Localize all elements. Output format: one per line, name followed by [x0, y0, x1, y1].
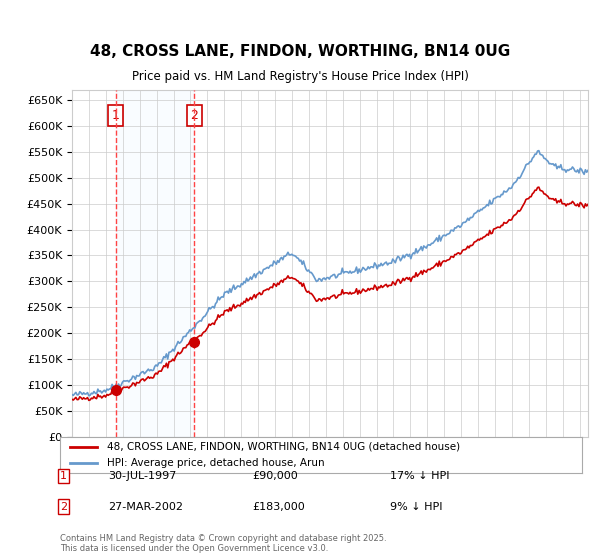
Text: HPI: Average price, detached house, Arun: HPI: Average price, detached house, Arun	[107, 458, 325, 468]
Text: Contains HM Land Registry data © Crown copyright and database right 2025.
This d: Contains HM Land Registry data © Crown c…	[60, 534, 386, 553]
Text: Price paid vs. HM Land Registry's House Price Index (HPI): Price paid vs. HM Land Registry's House …	[131, 70, 469, 83]
Text: 2: 2	[60, 502, 67, 512]
Text: 1: 1	[112, 109, 119, 122]
Text: £90,000: £90,000	[252, 471, 298, 481]
Text: 2: 2	[191, 109, 199, 122]
Text: 30-JUL-1997: 30-JUL-1997	[108, 471, 176, 481]
Text: 17% ↓ HPI: 17% ↓ HPI	[390, 471, 449, 481]
Text: 27-MAR-2002: 27-MAR-2002	[108, 502, 183, 512]
Text: 48, CROSS LANE, FINDON, WORTHING, BN14 0UG (detached house): 48, CROSS LANE, FINDON, WORTHING, BN14 0…	[107, 442, 460, 452]
Text: 48, CROSS LANE, FINDON, WORTHING, BN14 0UG: 48, CROSS LANE, FINDON, WORTHING, BN14 0…	[90, 44, 510, 59]
Text: 9% ↓ HPI: 9% ↓ HPI	[390, 502, 443, 512]
Text: £183,000: £183,000	[252, 502, 305, 512]
Bar	[116, 90, 194, 437]
Text: 1: 1	[60, 471, 67, 481]
